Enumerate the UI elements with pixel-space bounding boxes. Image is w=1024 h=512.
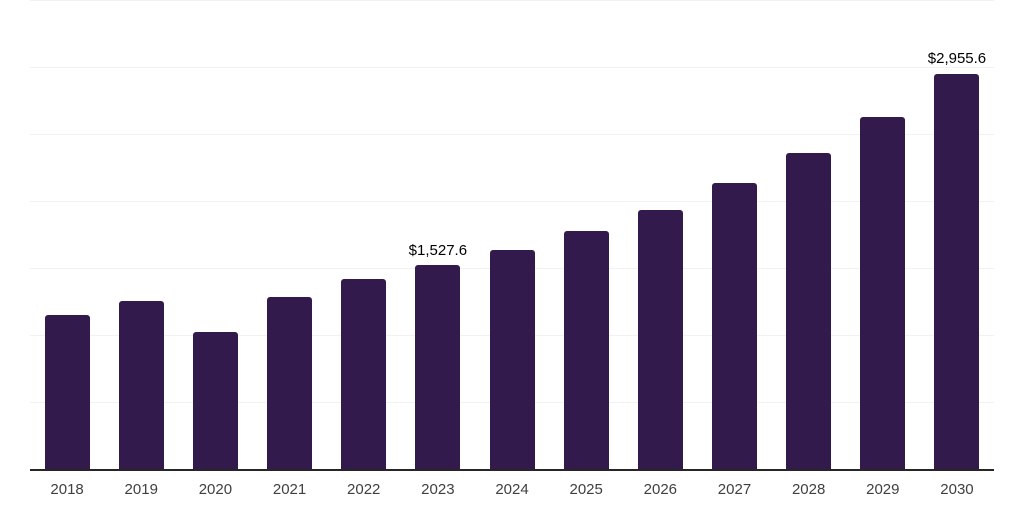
x-tick-2028: 2028 — [791, 481, 826, 498]
bar-2023[interactable] — [415, 265, 461, 470]
x-tick-2025: 2025 — [569, 481, 603, 498]
plot-area: $1,527.6 $2,955.6 — [30, 0, 994, 471]
bar-slot-2025 — [549, 1, 623, 470]
x-tick-2024: 2024 — [495, 481, 529, 498]
bar-2030[interactable] — [934, 73, 980, 470]
x-tick-2023: 2023 — [421, 481, 455, 498]
bar-2024[interactable] — [489, 249, 535, 470]
bar-2027[interactable] — [711, 183, 757, 470]
x-tick-2022: 2022 — [347, 481, 381, 498]
bar-2029[interactable] — [860, 117, 906, 470]
x-tick-2030: 2030 — [940, 481, 974, 498]
bars-container: $1,527.6 $2,955.6 — [30, 1, 994, 470]
x-axis-tick-labels: 2018 2019 2020 2021 2022 2023 2024 2025 2026 2027… — [30, 470, 994, 498]
bar-slot-2027 — [697, 1, 771, 470]
bar-slot-2018 — [30, 1, 104, 470]
x-tick-2021: 2021 — [272, 481, 307, 498]
bar-slot-2022 — [327, 1, 401, 470]
bar-2019[interactable] — [118, 300, 164, 470]
x-axis-line — [30, 469, 994, 471]
x-tick-2020: 2020 — [198, 481, 233, 498]
bar-slot-2029 — [846, 1, 920, 470]
x-tick-2026: 2026 — [643, 481, 678, 498]
bar-slot-2030: $2,955.6 — [920, 1, 994, 470]
bar-2022[interactable] — [341, 279, 387, 470]
bar-slot-2023: $1,527.6 — [401, 1, 475, 470]
gridline — [30, 67, 994, 68]
x-tick-2027: 2027 — [717, 481, 752, 498]
bar-2026[interactable] — [637, 209, 683, 470]
bar-slot-2028 — [772, 1, 846, 470]
bar-2028[interactable] — [786, 152, 832, 470]
bar-slot-2021 — [252, 1, 326, 470]
bar-slot-2024 — [475, 1, 549, 470]
bar-2021[interactable] — [267, 296, 313, 470]
x-tick-2019: 2019 — [124, 481, 158, 498]
data-label-2030: $2,955.6 — [927, 50, 987, 68]
bar-slot-2020 — [178, 1, 252, 470]
data-label-2023: $1,527.6 — [408, 241, 468, 259]
bar-2020[interactable] — [192, 331, 238, 470]
gridline — [30, 0, 994, 1]
bar-2018[interactable] — [44, 314, 90, 470]
gridline — [30, 134, 994, 135]
bar-slot-2019 — [104, 1, 178, 470]
bar-slot-2026 — [623, 1, 697, 470]
x-tick-2029: 2029 — [866, 481, 900, 498]
bar-2025[interactable] — [563, 230, 609, 470]
gridline — [30, 201, 994, 202]
x-tick-2018: 2018 — [50, 481, 84, 498]
